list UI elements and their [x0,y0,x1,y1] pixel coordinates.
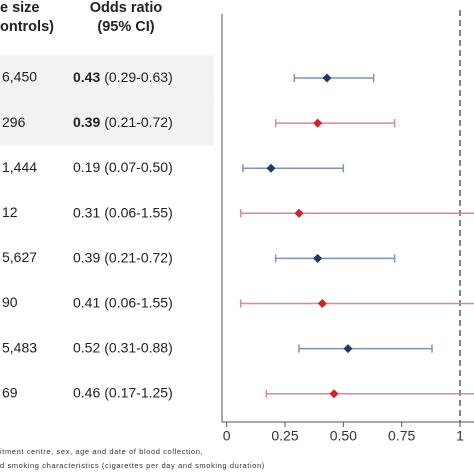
odds-ratio: 0.31 (0.06-1.55) [73,204,173,220]
confidence-interval: (0.17-1.25) [104,384,172,400]
odds-ratio: 0.39 (0.21-0.72) [73,114,173,130]
sample-header: e size [0,0,40,16]
row-shade [0,100,214,146]
sample-size: 6,450 [2,69,37,85]
x-tick-label: 0.25 [271,428,298,444]
confidence-interval: (0.31-0.88) [104,339,172,355]
estimate-marker [317,299,327,308]
estimate-marker [322,73,332,83]
footnote: itment centre, sex, age and date of bloo… [0,447,203,456]
confidence-interval: (0.06-1.55) [104,204,172,220]
sample-header: ontrols) [0,19,54,35]
sample-size: 5,483 [2,339,37,355]
confidence-interval: (0.06-1.55) [104,294,172,310]
estimate-marker [343,344,353,354]
estimate-marker [329,389,339,399]
estimate: 0.52 [73,339,100,355]
estimate: 0.19 [73,159,100,175]
odds-ratio: 0.41 (0.06-1.55) [73,294,173,310]
estimate: 0.43 [73,69,100,85]
estimate: 0.39 [73,114,100,130]
odds-header: (95% CI) [97,19,154,35]
odds-ratio: 0.19 (0.07-0.50) [73,159,173,175]
sample-size: 1,444 [2,159,37,175]
estimate-marker [313,253,323,263]
estimate: 0.41 [73,294,100,310]
estimate-marker [294,208,304,218]
sample-size: 12 [2,204,18,220]
confidence-interval: (0.21-0.72) [104,114,172,130]
confidence-interval: (0.29-0.63) [104,69,172,85]
confidence-interval: (0.21-0.72) [104,249,172,265]
confidence-interval: (0.07-0.50) [104,159,172,175]
x-tick-label: 0.75 [388,428,415,444]
odds-ratio: 0.39 (0.21-0.72) [73,249,173,265]
odds-ratio: 0.43 (0.29-0.63) [73,69,173,85]
estimate: 0.31 [73,204,100,220]
row-shade [0,55,214,101]
plot-area [239,10,474,422]
odds-ratio: 0.46 (0.17-1.25) [73,384,173,400]
footnote: d smoking characteristics (cigarettes pe… [0,461,265,470]
odds-ratio: 0.52 (0.31-0.88) [73,339,173,355]
odds-header: Odds ratio [90,0,163,16]
x-tick-label: 0 [223,428,231,444]
sample-size: 5,627 [2,249,37,265]
x-tick-label: 0.50 [330,428,357,444]
estimate-marker [266,163,276,173]
sample-size: 90 [2,294,18,310]
estimate: 0.39 [73,249,100,265]
x-tick-label: 1 [456,428,464,444]
sample-size: 296 [2,114,26,130]
estimate: 0.46 [73,384,100,400]
sample-size: 69 [2,384,18,400]
estimate-marker [313,118,323,128]
